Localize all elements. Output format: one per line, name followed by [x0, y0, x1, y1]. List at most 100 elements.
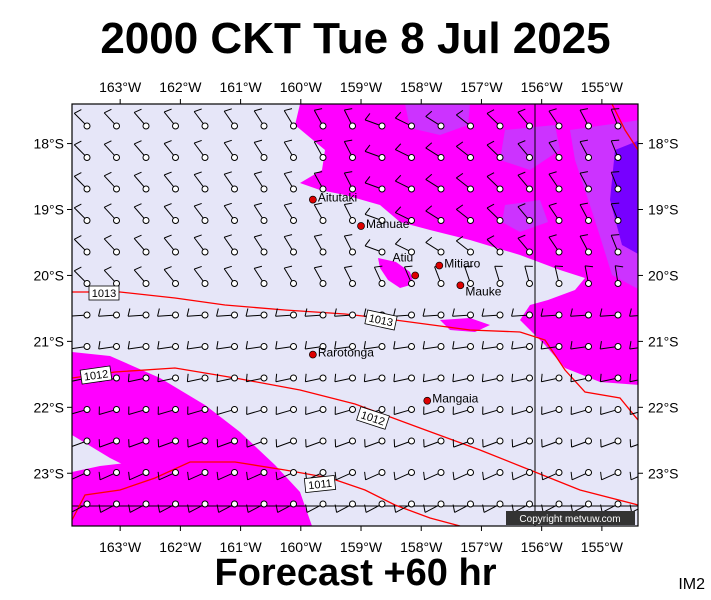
- wind-barb: [423, 406, 445, 415]
- wind-barb: [275, 469, 297, 481]
- wind-barb: [517, 140, 533, 161]
- wind-barb: [452, 373, 474, 383]
- isobar-label: 1011: [303, 475, 337, 493]
- place-label: Mangaia: [432, 392, 478, 406]
- wind-barb: [456, 109, 474, 130]
- wind-barb: [98, 406, 120, 415]
- place-dot: [309, 350, 317, 359]
- wind-barb: [364, 500, 386, 513]
- wind-barb: [363, 373, 386, 383]
- lat-tick-label: 20°S: [648, 267, 679, 283]
- lon-tick-label: 159°W: [340, 79, 383, 95]
- wind-barb: [98, 308, 120, 319]
- wind-barb: [570, 437, 592, 448]
- wind-barb: [275, 500, 297, 513]
- place-dot: [411, 271, 420, 280]
- wind-barb: [304, 373, 327, 383]
- lon-tick-label: 157°W: [460, 79, 503, 95]
- wind-barb: [193, 202, 209, 224]
- place-marker: Manuae: [357, 217, 410, 231]
- wind-barb: [103, 234, 120, 256]
- wind-barb: [186, 341, 209, 350]
- place-label: Atiu: [393, 250, 414, 264]
- wind-barb: [246, 437, 268, 448]
- rain-core-east-3: [502, 200, 548, 232]
- wind-barb: [216, 406, 238, 415]
- wind-barb: [548, 234, 563, 256]
- wind-barb: [584, 265, 594, 287]
- wind-barb: [216, 341, 238, 350]
- wind-barb: [253, 234, 268, 256]
- wind-barb: [548, 108, 563, 130]
- place-marker: Rarotonga: [309, 346, 374, 360]
- wind-barb: [313, 171, 327, 193]
- wind-barb: [452, 341, 474, 350]
- wind-barb: [629, 341, 638, 350]
- wind-barb: [253, 139, 268, 161]
- wind-barb: [423, 500, 445, 513]
- wind-barb: [610, 171, 622, 193]
- wind-barb: [540, 341, 563, 350]
- wind-barb: [245, 308, 268, 319]
- wind-barb: [393, 500, 415, 513]
- place-marker: Aitutaki: [309, 191, 357, 205]
- wind-barb: [216, 437, 238, 448]
- wind-barb: [511, 406, 533, 415]
- wind-barb: [157, 341, 179, 350]
- wind-barb: [163, 171, 179, 193]
- place-dot: [456, 281, 465, 290]
- wind-barb: [422, 308, 445, 319]
- wind-barb: [72, 343, 91, 350]
- lon-tick-label: 155°W: [581, 79, 624, 95]
- isobar-label-text: 1013: [368, 313, 394, 330]
- wind-barb: [304, 308, 327, 319]
- lat-tick-label: 19°S: [33, 202, 64, 218]
- wind-barb: [486, 203, 504, 224]
- lon-tick-label: 161°W: [220, 79, 263, 95]
- wind-barb: [394, 206, 415, 224]
- map-frame: [71, 103, 639, 527]
- lat-tick-label: 18°S: [33, 136, 64, 152]
- wind-barb: [494, 265, 504, 287]
- wind-barb: [72, 500, 91, 513]
- wind-barb: [163, 140, 179, 161]
- wind-barb: [187, 469, 209, 481]
- wind-barb: [482, 437, 504, 448]
- wind-barb: [599, 308, 622, 319]
- wind-barb: [481, 308, 504, 319]
- wind-barb: [343, 265, 356, 287]
- wind-barb: [223, 139, 238, 161]
- wind-barb: [216, 469, 238, 481]
- wind-barb: [163, 203, 179, 224]
- wind-barb: [133, 203, 150, 224]
- lat-tick-label: 18°S: [648, 136, 679, 152]
- wind-barb: [334, 500, 356, 513]
- wind-barb: [275, 406, 297, 415]
- wind-barb: [517, 203, 533, 224]
- isobar-label: 1012: [79, 365, 113, 385]
- wind-barb: [127, 373, 150, 383]
- wind-barb: [343, 108, 356, 130]
- wind-barb: [313, 139, 327, 161]
- wind-barb: [216, 373, 238, 383]
- wind-barb: [482, 500, 504, 513]
- place-markers: Aitutaki Manuae Atiu Mitiaro Mauke Rarotonga M…: [309, 191, 502, 406]
- wind-barb: [334, 373, 356, 383]
- rain-band-south: [72, 462, 285, 526]
- lon-tick-label: 157°W: [460, 539, 503, 555]
- wind-barb: [334, 341, 356, 350]
- wind-barb: [481, 341, 504, 350]
- wind-barb: [275, 373, 297, 383]
- place-marker: Atiu: [393, 250, 420, 280]
- wind-barb: [548, 202, 563, 224]
- lon-tick-label: 159°W: [340, 539, 383, 555]
- wind-barb: [393, 437, 415, 448]
- wind-barb: [163, 266, 179, 287]
- wind-barb: [313, 202, 327, 224]
- wind-barb: [103, 266, 120, 287]
- wind-barb: [425, 173, 445, 193]
- wind-barb: [511, 373, 533, 383]
- wind-barb: [163, 234, 179, 256]
- wind-barb: [579, 202, 592, 224]
- isobar-line-1012-southeast: [611, 104, 638, 151]
